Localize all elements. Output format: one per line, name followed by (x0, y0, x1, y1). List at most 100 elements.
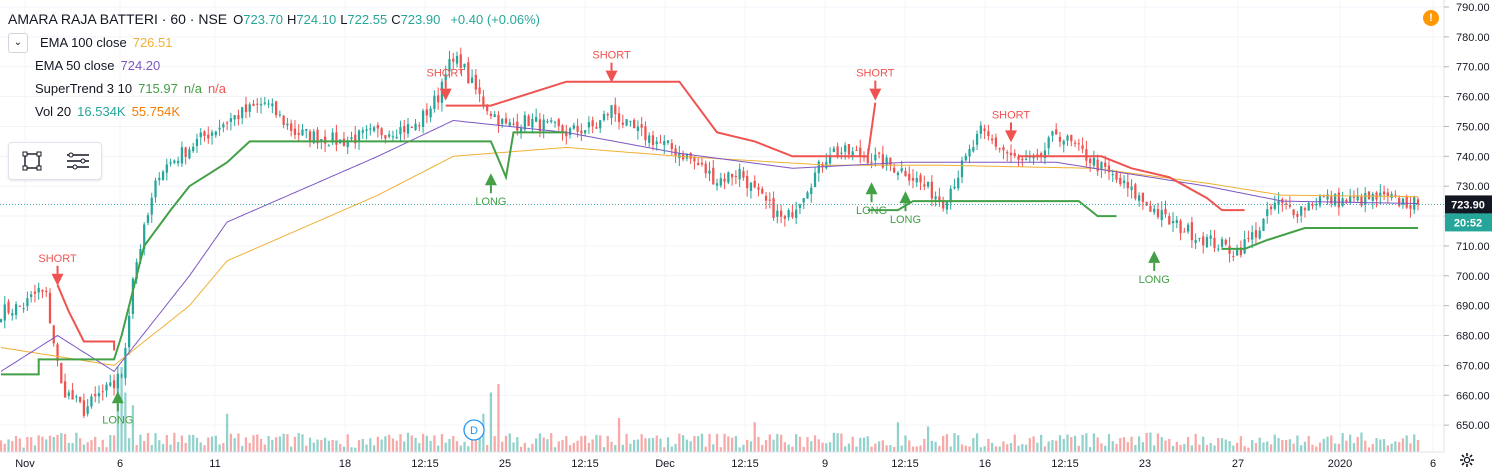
candle-body (730, 173, 734, 178)
x-tick-label: 9 (822, 458, 828, 470)
volume-bar (1243, 446, 1246, 452)
volume-bar (1198, 444, 1201, 452)
short-signal-label: SHORT (856, 68, 895, 80)
volume-bar (1224, 439, 1227, 452)
indicator-row[interactable]: EMA 50 close 724.20 (8, 54, 544, 77)
gear-icon[interactable] (1459, 452, 1475, 468)
candle-body (305, 129, 308, 131)
candle-body (670, 143, 673, 150)
candle-body (444, 74, 447, 81)
candle-body (18, 305, 21, 307)
candle-body (527, 115, 530, 127)
volume-bar (779, 434, 783, 452)
candle-body (587, 122, 591, 128)
volume-bar (37, 435, 40, 452)
change-value: +0.40 (+0.06%) (450, 12, 540, 27)
volume-bar (519, 446, 523, 452)
long-signal-label: LONG (856, 205, 887, 217)
candle-body (1262, 218, 1265, 231)
volume-bar (1081, 434, 1084, 452)
x-tick-label: Nov (15, 458, 35, 470)
short-signal-arrow (605, 70, 618, 83)
candle-body (715, 183, 719, 186)
volume-bar (1021, 444, 1024, 452)
volume-bar (312, 442, 315, 452)
candle-body (1292, 209, 1295, 216)
candle-body (542, 119, 545, 130)
long-signal-label: LONG (1139, 274, 1170, 286)
candle-body (572, 125, 575, 129)
volume-bar (576, 440, 579, 452)
candle-body (697, 162, 700, 166)
volume-bar (1273, 434, 1276, 452)
volume-bar (173, 432, 176, 452)
candle-body (56, 344, 59, 361)
indicator-value: 55.754K (131, 104, 181, 119)
object-tree-icon[interactable] (65, 148, 91, 174)
volume-bar (1341, 433, 1344, 452)
volume-bar (455, 441, 459, 452)
volume-bar (1367, 447, 1371, 452)
candle-body (821, 164, 824, 167)
volume-bar (1115, 443, 1118, 452)
candle-body (286, 123, 289, 126)
rectangle-select-icon[interactable] (19, 148, 45, 174)
candle-body (840, 152, 843, 154)
volume-bar (606, 435, 609, 452)
candle-body (926, 181, 930, 187)
volume-bar (241, 446, 244, 452)
volume-bar (1213, 445, 1216, 452)
volume-bar (885, 445, 888, 452)
volume-bar (1122, 437, 1126, 452)
volume-bar (1205, 444, 1209, 452)
volume-bar (1107, 433, 1111, 452)
x-tick-label: 12:15 (891, 458, 919, 470)
x-tick-label: 2020 (1328, 458, 1352, 470)
candle-body (636, 126, 640, 131)
countdown-tag (1445, 213, 1492, 232)
volume-bar (1164, 440, 1167, 452)
volume-bar (632, 439, 636, 452)
candle-body (1345, 200, 1348, 203)
volume-bar (915, 446, 918, 452)
exclamation-alert-icon[interactable]: ! (1423, 10, 1439, 26)
volume-bar (1062, 439, 1065, 452)
x-tick-label: 11 (209, 458, 220, 470)
candle-body (1134, 184, 1137, 199)
candle-body (365, 129, 368, 131)
candle-body (350, 137, 353, 140)
candle-body (776, 210, 779, 217)
indicator-row[interactable]: SuperTrend 3 10 715.97 n/a n/a (8, 77, 544, 100)
candle-body (1111, 174, 1114, 176)
volume-bar (41, 436, 44, 452)
candle-body (881, 154, 884, 168)
volume-bar (565, 435, 568, 452)
candle-body (146, 215, 150, 223)
candle-body (497, 114, 500, 126)
candle-body (71, 390, 74, 400)
y-tick-label: 710.00 (1456, 241, 1490, 253)
candle-body (535, 117, 538, 122)
candle-body (1085, 149, 1088, 161)
indicator-row[interactable]: ⌄ EMA 100 close 726.51 (8, 31, 544, 54)
volume-bar (629, 443, 632, 452)
volume-bar (1390, 443, 1393, 452)
indicator-row[interactable]: Vol 20 16.534K 55.754K (8, 100, 544, 123)
volume-bar (960, 444, 964, 452)
volume-bar (1077, 445, 1080, 452)
volume-bar (527, 447, 530, 452)
candle-body (421, 110, 425, 127)
volume-bar (131, 405, 135, 452)
candle-body (851, 151, 854, 158)
volume-bar (350, 447, 353, 452)
chevron-down-icon[interactable]: ⌄ (8, 32, 28, 53)
candle-body (467, 62, 470, 84)
candle-body (7, 301, 10, 313)
candle-body (33, 291, 37, 294)
volume-bar (248, 442, 251, 452)
volume-bar (1168, 438, 1171, 452)
candle-body (1141, 192, 1145, 203)
last-price-value: 723.90 (1451, 199, 1485, 211)
volume-bar (617, 418, 621, 452)
